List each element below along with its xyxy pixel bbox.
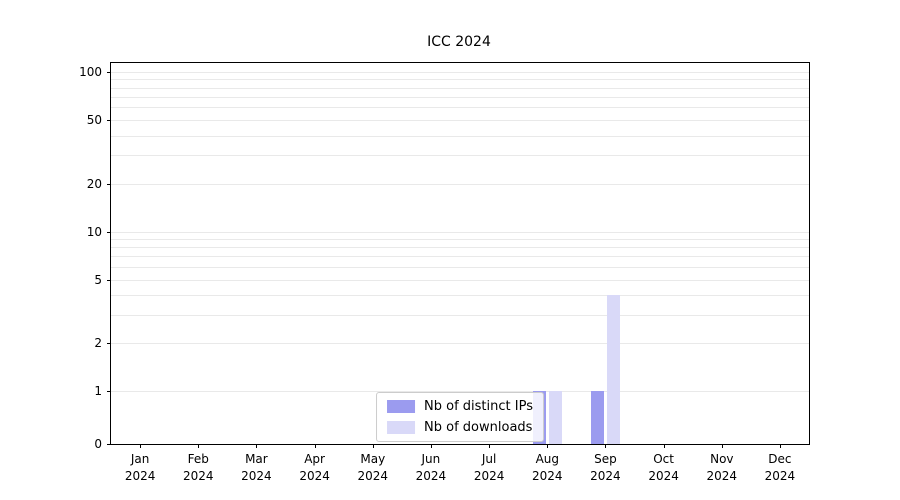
y-tick-label: 1 — [94, 384, 102, 398]
x-tick-mark — [489, 444, 491, 448]
bar-distinct-ips — [590, 391, 604, 444]
gridline — [111, 238, 809, 240]
x-tick-mark — [663, 444, 665, 448]
x-tick-label: Apr 2024 — [299, 452, 330, 483]
legend-item-downloads: Nb of downloads — [387, 420, 533, 435]
legend-item-distinct-ips: Nb of distinct IPs — [387, 399, 533, 414]
x-tick-mark — [314, 444, 316, 448]
plot-area: Nb of distinct IPs Nb of downloads 100 50… — [79, 62, 810, 483]
legend: Nb of distinct IPs Nb of downloads — [376, 392, 544, 442]
x-tick-label: Nov 2024 — [706, 452, 738, 483]
gridline — [111, 155, 809, 157]
y-tick-label: 0 — [94, 437, 102, 451]
y-tick-mark — [107, 120, 111, 121]
gridline — [111, 343, 809, 344]
y-tick-label: 50 — [86, 113, 102, 127]
y-tick-mark — [107, 72, 111, 73]
x-tick-label: Feb 2024 — [183, 452, 214, 483]
gridline — [111, 256, 809, 258]
gridline — [111, 72, 809, 73]
legend-label-downloads: Nb of downloads — [424, 420, 533, 435]
gridline — [111, 314, 809, 316]
gridline — [111, 96, 809, 98]
gridline — [111, 266, 809, 268]
gridline — [111, 183, 809, 185]
gridline — [111, 87, 809, 89]
x-tick-mark — [779, 444, 781, 448]
y-tick-mark — [107, 231, 111, 233]
x-tick-mark — [430, 444, 432, 448]
y-tick-label: 100 — [79, 65, 102, 79]
x-tick-label: Dec 2024 — [764, 452, 796, 483]
y-tick-mark — [107, 183, 111, 185]
chart-title: ICC 2024 — [427, 34, 491, 50]
y-tick-label: 5 — [94, 272, 102, 287]
gridline — [111, 120, 809, 121]
gridline — [111, 391, 809, 392]
x-tick-mark — [372, 444, 374, 448]
x-tick-label: Jan 2024 — [124, 452, 156, 483]
y-tick-label: 2 — [94, 336, 102, 350]
x-tick-label: Aug 2024 — [532, 452, 563, 483]
legend-label-distinct-ips: Nb of distinct IPs — [424, 399, 533, 414]
gridline — [111, 79, 809, 81]
gridline — [111, 231, 809, 233]
x-tick-label: Jun 2024 — [415, 452, 447, 483]
x-tick-mark — [140, 444, 142, 448]
bar-downloads — [548, 391, 562, 444]
gridline — [111, 279, 809, 281]
gridline — [111, 107, 809, 109]
x-tick-mark — [198, 444, 200, 448]
x-tick-mark — [721, 444, 723, 448]
y-tick-mark — [107, 444, 111, 445]
y-tick-mark — [107, 343, 111, 344]
gridline — [111, 295, 809, 296]
x-tick-mark — [547, 444, 549, 448]
gridline — [111, 247, 809, 248]
x-tick-label: Oct 2024 — [648, 452, 679, 483]
y-tick-label: 10 — [86, 224, 102, 239]
legend-swatch-distinct-ips — [387, 400, 416, 413]
y-tick-mark — [107, 279, 111, 281]
gridline — [111, 135, 809, 137]
bar-downloads — [606, 295, 620, 444]
x-tick-label: Jul 2024 — [473, 452, 505, 483]
y-tick-mark — [107, 391, 111, 392]
x-tick-mark — [256, 444, 258, 448]
y-tick-label: 20 — [86, 176, 102, 191]
legend-swatch-downloads — [387, 421, 416, 434]
x-tick-label: Sep 2024 — [590, 452, 621, 483]
x-tick-label: Mar 2024 — [241, 452, 272, 483]
x-tick-label: May 2024 — [357, 452, 389, 483]
x-tick-mark — [605, 444, 607, 448]
